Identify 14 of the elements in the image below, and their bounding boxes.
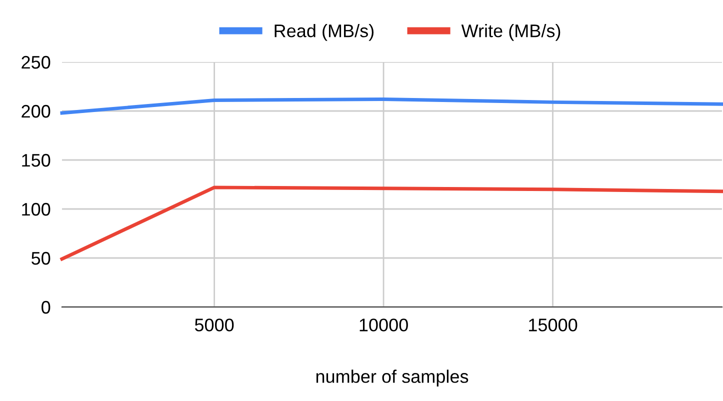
x-axis-title: number of samples <box>316 370 468 386</box>
x-tick-label: 5000 <box>194 318 234 332</box>
x-tick-label: 15000 <box>529 318 578 332</box>
y-tick-label: 250 <box>22 56 50 69</box>
y-tick-label: 50 <box>32 252 50 265</box>
legend-label: Write (MB/s) <box>461 24 560 41</box>
legend-label: Read (MB/s) <box>274 24 374 41</box>
y-tick-label: 200 <box>22 104 50 118</box>
y-tick-label: 150 <box>22 154 50 167</box>
line-series <box>60 98 723 115</box>
x-tick-label: 10000 <box>360 318 408 332</box>
line-series <box>60 186 723 261</box>
y-tick-label: 100 <box>22 202 50 216</box>
y-tick-label: 0 <box>42 300 50 314</box>
